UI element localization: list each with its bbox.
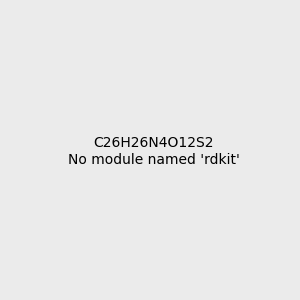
Text: C26H26N4O12S2
No module named 'rdkit': C26H26N4O12S2 No module named 'rdkit' — [68, 136, 240, 166]
